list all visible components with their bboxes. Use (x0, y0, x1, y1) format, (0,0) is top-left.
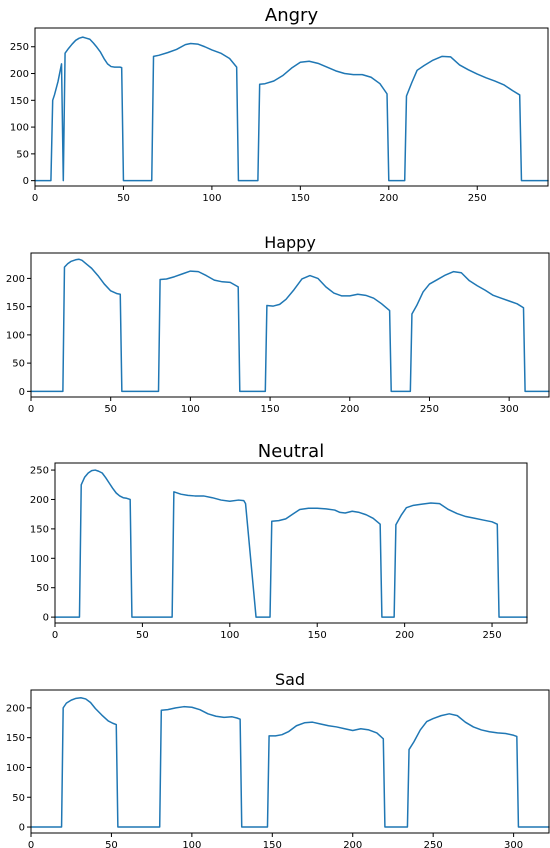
y-tick-label: 200 (30, 495, 49, 506)
x-tick-label: 250 (482, 630, 501, 641)
y-tick-label: 250 (10, 42, 29, 53)
x-tick-label: 100 (202, 193, 221, 204)
x-tick-label: 100 (220, 630, 239, 641)
chart-neutral: Neutral 0 50 100 150 200 250 0 50 100 150 200 250 (30, 441, 528, 641)
x-tick-label: 50 (104, 404, 117, 415)
x-tick-label: 50 (136, 630, 149, 641)
y-tick-label: 150 (6, 302, 25, 313)
x-tick-label: 200 (343, 840, 362, 848)
x-tick-label: 200 (379, 193, 398, 204)
series-line (30, 258, 550, 393)
x-tick-label: 300 (504, 840, 523, 848)
y-tick-label: 150 (10, 96, 29, 107)
plot-frame (30, 689, 550, 834)
x-tick-label: 0 (32, 193, 38, 204)
chart-title: Angry (265, 5, 319, 26)
x-tick-label: 300 (500, 404, 519, 415)
x-tick-label: 250 (468, 193, 487, 204)
x-tick-label: 0 (28, 840, 34, 848)
x-tick-label: 150 (263, 840, 282, 848)
x-tick-label: 0 (52, 630, 58, 641)
chart-title: Neutral (258, 441, 324, 462)
series-line (30, 697, 550, 828)
plot-frame (34, 27, 549, 187)
y-tick-label: 0 (19, 823, 25, 834)
x-tick-label: 150 (308, 630, 327, 641)
chart-title: Sad (275, 670, 305, 689)
chart-angry: Angry 0 50 100 150 200 250 0 50 100 150 200 250 (10, 5, 549, 204)
y-tick-label: 200 (10, 69, 29, 80)
chart-happy: Happy 0 50 100 150 200 250 300 0 50 100 150 200 (6, 233, 550, 415)
y-tick-label: 50 (12, 359, 25, 370)
y-tick-label: 0 (23, 176, 29, 187)
x-tick-label: 0 (28, 404, 34, 415)
y-tick-label: 200 (6, 274, 25, 285)
y-tick-label: 100 (6, 330, 25, 341)
x-tick-label: 200 (340, 404, 359, 415)
y-tick-label: 200 (6, 703, 25, 714)
y-tick-label: 50 (36, 583, 49, 594)
x-tick-label: 50 (117, 193, 130, 204)
x-tick-label: 250 (420, 404, 439, 415)
x-tick-label: 150 (261, 404, 280, 415)
y-tick-label: 50 (16, 149, 29, 160)
chart-title: Happy (264, 233, 316, 252)
y-tick-label: 100 (30, 554, 49, 565)
y-tick-label: 100 (10, 123, 29, 134)
series-line (34, 36, 549, 182)
x-tick-label: 50 (105, 840, 118, 848)
x-tick-label: 150 (291, 193, 310, 204)
y-tick-label: 0 (19, 387, 25, 398)
x-tick-label: 100 (182, 840, 201, 848)
series-line (54, 469, 528, 618)
y-tick-label: 250 (30, 466, 49, 477)
x-tick-label: 200 (395, 630, 414, 641)
y-tick-label: 0 (43, 613, 49, 624)
plot-frame (54, 462, 528, 624)
chart-sad: Sad 0 50 100 150 200 250 300 0 50 100 150 200 (6, 670, 550, 848)
y-tick-label: 150 (6, 733, 25, 744)
y-tick-label: 100 (6, 763, 25, 774)
plot-frame (30, 252, 550, 398)
x-tick-label: 100 (181, 404, 200, 415)
y-tick-label: 50 (12, 793, 25, 804)
y-tick-label: 150 (30, 524, 49, 535)
x-tick-label: 250 (424, 840, 443, 848)
